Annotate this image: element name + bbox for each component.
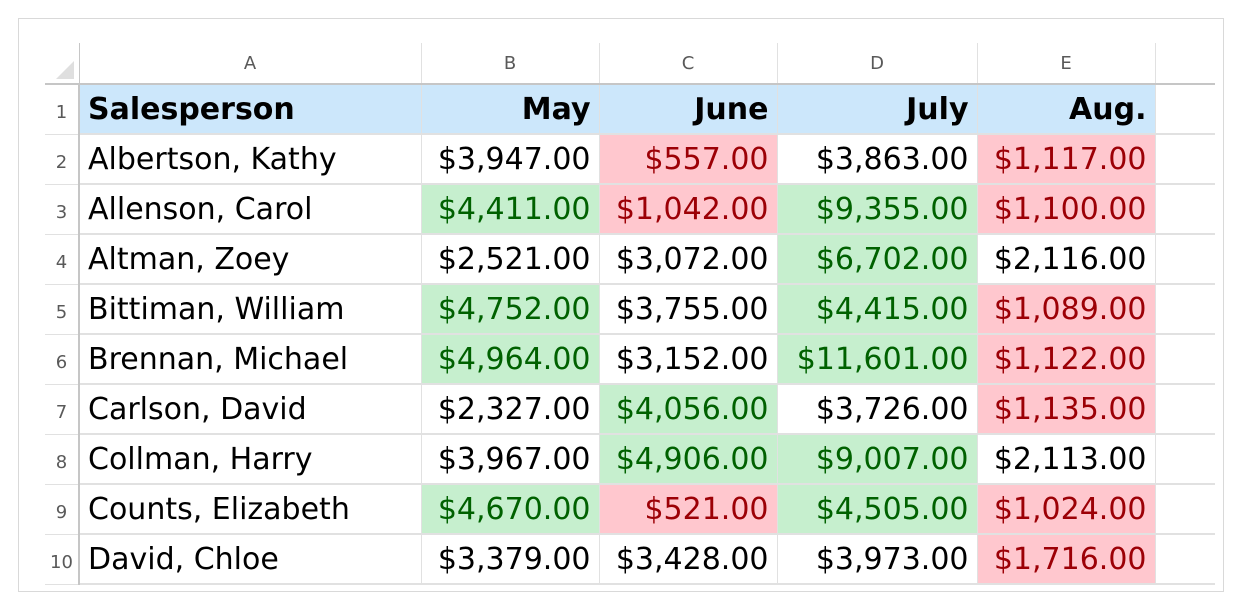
table-row: 4 Altman, Zoey $2,521.00 $3,072.00 $6,702.00… <box>45 234 1215 285</box>
empty-cell[interactable] <box>1155 434 1215 485</box>
select-all-corner[interactable] <box>45 43 80 85</box>
table-row: 3 Allenson, Carol $4,411.00 $1,042.00 $9,355… <box>45 184 1215 235</box>
header-cell[interactable]: May <box>421 84 600 135</box>
salesperson-cell[interactable]: Collman, Harry <box>79 434 422 485</box>
sales-value-cell[interactable]: $4,505.00 <box>777 484 978 535</box>
sales-value-cell[interactable]: $4,752.00 <box>421 284 600 335</box>
column-header-row: A B C D E <box>45 43 1215 85</box>
sales-value-cell[interactable]: $11,601.00 <box>777 334 978 385</box>
table-row: 7 Carlson, David $2,327.00 $4,056.00 $3,726.… <box>45 384 1215 435</box>
header-cell[interactable]: Aug. <box>977 84 1156 135</box>
sales-value-cell[interactable]: $6,702.00 <box>777 234 978 285</box>
sales-value-cell[interactable]: $2,116.00 <box>977 234 1156 285</box>
column-header-b[interactable]: B <box>421 43 600 85</box>
sales-value-cell[interactable]: $2,327.00 <box>421 384 600 435</box>
sales-value-cell[interactable]: $4,056.00 <box>599 384 778 435</box>
table-row: 6 Brennan, Michael $4,964.00 $3,152.00 $11,6… <box>45 334 1215 385</box>
salesperson-cell[interactable]: Counts, Elizabeth <box>79 484 422 535</box>
salesperson-cell[interactable]: Brennan, Michael <box>79 334 422 385</box>
column-header-e[interactable]: E <box>977 43 1156 85</box>
empty-cell[interactable] <box>1155 234 1215 285</box>
row-header[interactable]: 1 <box>45 84 80 135</box>
header-cell[interactable]: Salesperson <box>79 84 422 135</box>
table-row: 8 Collman, Harry $3,967.00 $4,906.00 $9,007.… <box>45 434 1215 485</box>
column-header-a[interactable]: A <box>79 43 422 85</box>
salesperson-cell[interactable]: Bittiman, William <box>79 284 422 335</box>
column-header-d[interactable]: D <box>777 43 978 85</box>
table-row: 2 Albertson, Kathy $3,947.00 $557.00 $3,863.… <box>45 134 1215 185</box>
empty-cell[interactable] <box>1155 184 1215 235</box>
row-header[interactable]: 3 <box>45 184 80 235</box>
sales-value-cell[interactable]: $3,072.00 <box>599 234 778 285</box>
column-header-blank <box>1155 43 1215 85</box>
empty-cell[interactable] <box>1155 484 1215 535</box>
sales-value-cell[interactable]: $9,007.00 <box>777 434 978 485</box>
empty-cell[interactable] <box>1155 84 1215 135</box>
sales-value-cell[interactable]: $1,122.00 <box>977 334 1156 385</box>
row-header[interactable]: 4 <box>45 234 80 285</box>
sales-value-cell[interactable]: $3,755.00 <box>599 284 778 335</box>
sales-value-cell[interactable]: $3,428.00 <box>599 534 778 585</box>
row-header[interactable]: 2 <box>45 134 80 185</box>
empty-cell[interactable] <box>1155 534 1215 585</box>
sales-value-cell[interactable]: $4,964.00 <box>421 334 600 385</box>
table-row: 5 Bittiman, William $4,752.00 $3,755.00 $4,4… <box>45 284 1215 335</box>
row-header[interactable]: 5 <box>45 284 80 335</box>
empty-cell[interactable] <box>1155 134 1215 185</box>
sales-value-cell[interactable]: $4,411.00 <box>421 184 600 235</box>
row-header[interactable]: 9 <box>45 484 80 535</box>
header-cell[interactable]: July <box>777 84 978 135</box>
empty-cell[interactable] <box>1155 384 1215 435</box>
salesperson-cell[interactable]: Carlson, David <box>79 384 422 435</box>
sales-value-cell[interactable]: $3,967.00 <box>421 434 600 485</box>
row-header[interactable]: 7 <box>45 384 80 435</box>
spreadsheet-frame: A B C D E 1 Salesperson May June July Aug. 2 Al… <box>18 18 1224 592</box>
sales-value-cell[interactable]: $1,117.00 <box>977 134 1156 185</box>
sales-value-cell[interactable]: $1,089.00 <box>977 284 1156 335</box>
row-header[interactable]: 6 <box>45 334 80 385</box>
sales-value-cell[interactable]: $2,113.00 <box>977 434 1156 485</box>
sales-value-cell[interactable]: $1,042.00 <box>599 184 778 235</box>
sales-value-cell[interactable]: $1,100.00 <box>977 184 1156 235</box>
sales-value-cell[interactable]: $3,973.00 <box>777 534 978 585</box>
sales-value-cell[interactable]: $9,355.00 <box>777 184 978 235</box>
sales-value-cell[interactable]: $557.00 <box>599 134 778 185</box>
empty-cell[interactable] <box>1155 334 1215 385</box>
salesperson-cell[interactable]: David, Chloe <box>79 534 422 585</box>
sales-value-cell[interactable]: $4,415.00 <box>777 284 978 335</box>
row-header[interactable]: 8 <box>45 434 80 485</box>
sheet-table: A B C D E 1 Salesperson May June July Aug. 2 Al… <box>45 43 1215 585</box>
sales-value-cell[interactable]: $3,863.00 <box>777 134 978 185</box>
sales-value-cell[interactable]: $2,521.00 <box>421 234 600 285</box>
sales-value-cell[interactable]: $1,135.00 <box>977 384 1156 435</box>
sales-value-cell[interactable]: $1,716.00 <box>977 534 1156 585</box>
column-header-c[interactable]: C <box>599 43 778 85</box>
header-cell[interactable]: June <box>599 84 778 135</box>
sales-value-cell[interactable]: $3,152.00 <box>599 334 778 385</box>
row-header[interactable]: 10 <box>45 534 80 585</box>
empty-cell[interactable] <box>1155 284 1215 335</box>
table-row: 1 Salesperson May June July Aug. <box>45 84 1215 135</box>
sales-value-cell[interactable]: $3,726.00 <box>777 384 978 435</box>
table-row: 10 David, Chloe $3,379.00 $3,428.00 $3,973.0… <box>45 534 1215 585</box>
sales-value-cell[interactable]: $1,024.00 <box>977 484 1156 535</box>
sheet-body: 1 Salesperson May June July Aug. 2 Albertson, K… <box>45 84 1215 585</box>
salesperson-cell[interactable]: Allenson, Carol <box>79 184 422 235</box>
sales-value-cell[interactable]: $3,947.00 <box>421 134 600 185</box>
sales-value-cell[interactable]: $3,379.00 <box>421 534 600 585</box>
spreadsheet-grid: A B C D E 1 Salesperson May June July Aug. 2 Al… <box>45 43 1215 585</box>
select-all-triangle-icon <box>55 61 74 79</box>
sales-value-cell[interactable]: $4,906.00 <box>599 434 778 485</box>
salesperson-cell[interactable]: Altman, Zoey <box>79 234 422 285</box>
salesperson-cell[interactable]: Albertson, Kathy <box>79 134 422 185</box>
table-row: 9 Counts, Elizabeth $4,670.00 $521.00 $4,505… <box>45 484 1215 535</box>
sales-value-cell[interactable]: $4,670.00 <box>421 484 600 535</box>
sales-value-cell[interactable]: $521.00 <box>599 484 778 535</box>
